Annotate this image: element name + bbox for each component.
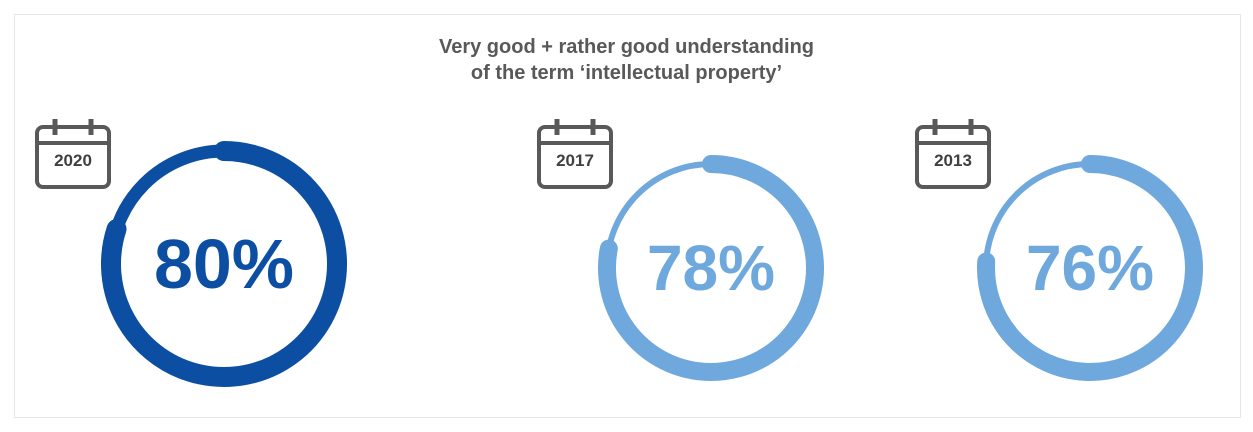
chart-frame [14,14,1241,418]
gauge-arc [977,155,1203,381]
year-label-2017: 2017 [556,151,594,170]
gauge-2013: 76% [977,155,1203,381]
calendar-icon [537,117,613,194]
gauge-arc [101,141,347,387]
year-label-2020: 2020 [54,151,92,170]
gauge-arc [598,155,824,381]
gauge-value-label: 78% [647,232,775,304]
chart-title-line-1: Very good + rather good understanding [438,36,815,58]
chart-title-line-2: of the term ‘intellectual property’ [470,62,783,84]
gauge-value-label: 76% [1026,232,1154,304]
calendar-icon [35,117,111,194]
gauge-2020: 80% [101,141,347,387]
gauge-2017: 78% [598,155,824,381]
calendar-icon [915,117,991,194]
gauge-value-label: 80% [154,225,294,303]
chart-title: Very good + rather good understanding of… [0,34,1253,86]
year-label-2013: 2013 [934,151,972,170]
